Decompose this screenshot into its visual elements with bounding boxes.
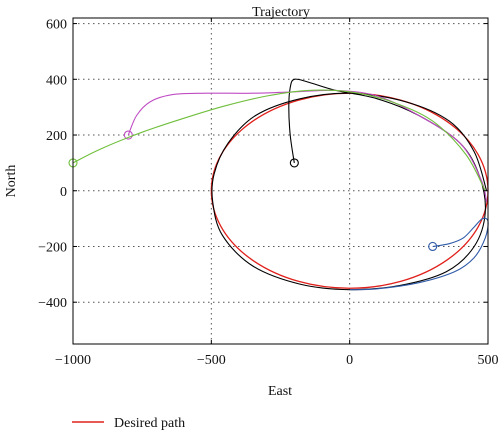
- plot-area-frame: [72, 17, 489, 345]
- y-tick-label: 0: [60, 185, 67, 200]
- start-marker-4: [428, 241, 438, 252]
- x-tick-label: −500: [197, 353, 226, 368]
- grid: [73, 18, 488, 344]
- x-tick-label: 0: [346, 353, 353, 368]
- y-tick-label: 600: [46, 18, 67, 33]
- legend-label-desired-path: Desired path: [114, 416, 185, 431]
- x-tick-label: 500: [478, 353, 499, 368]
- trajectory-line-2: [127, 89, 488, 203]
- y-tick-label: 200: [46, 129, 67, 144]
- chart-title: Trajectory: [252, 5, 310, 20]
- y-tick-label: −400: [38, 296, 67, 311]
- y-tick-label: −200: [38, 240, 67, 255]
- y-tick-label: 400: [46, 73, 67, 88]
- x-tick-label: −1000: [55, 353, 91, 368]
- x-axis-label: East: [268, 384, 292, 399]
- series-layer: [68, 78, 489, 291]
- trajectory-line-1: [211, 78, 488, 291]
- trajectory-line-3: [72, 89, 486, 192]
- start-marker-2: [123, 130, 133, 140]
- legend: Desired path: [72, 416, 185, 431]
- y-axis-label: North: [4, 165, 19, 198]
- trajectory-line-4: [349, 217, 489, 291]
- start-marker-1: [289, 158, 299, 168]
- ticks: −1000 −500 0 500 −400 −200 0 200 400 600: [38, 18, 498, 368]
